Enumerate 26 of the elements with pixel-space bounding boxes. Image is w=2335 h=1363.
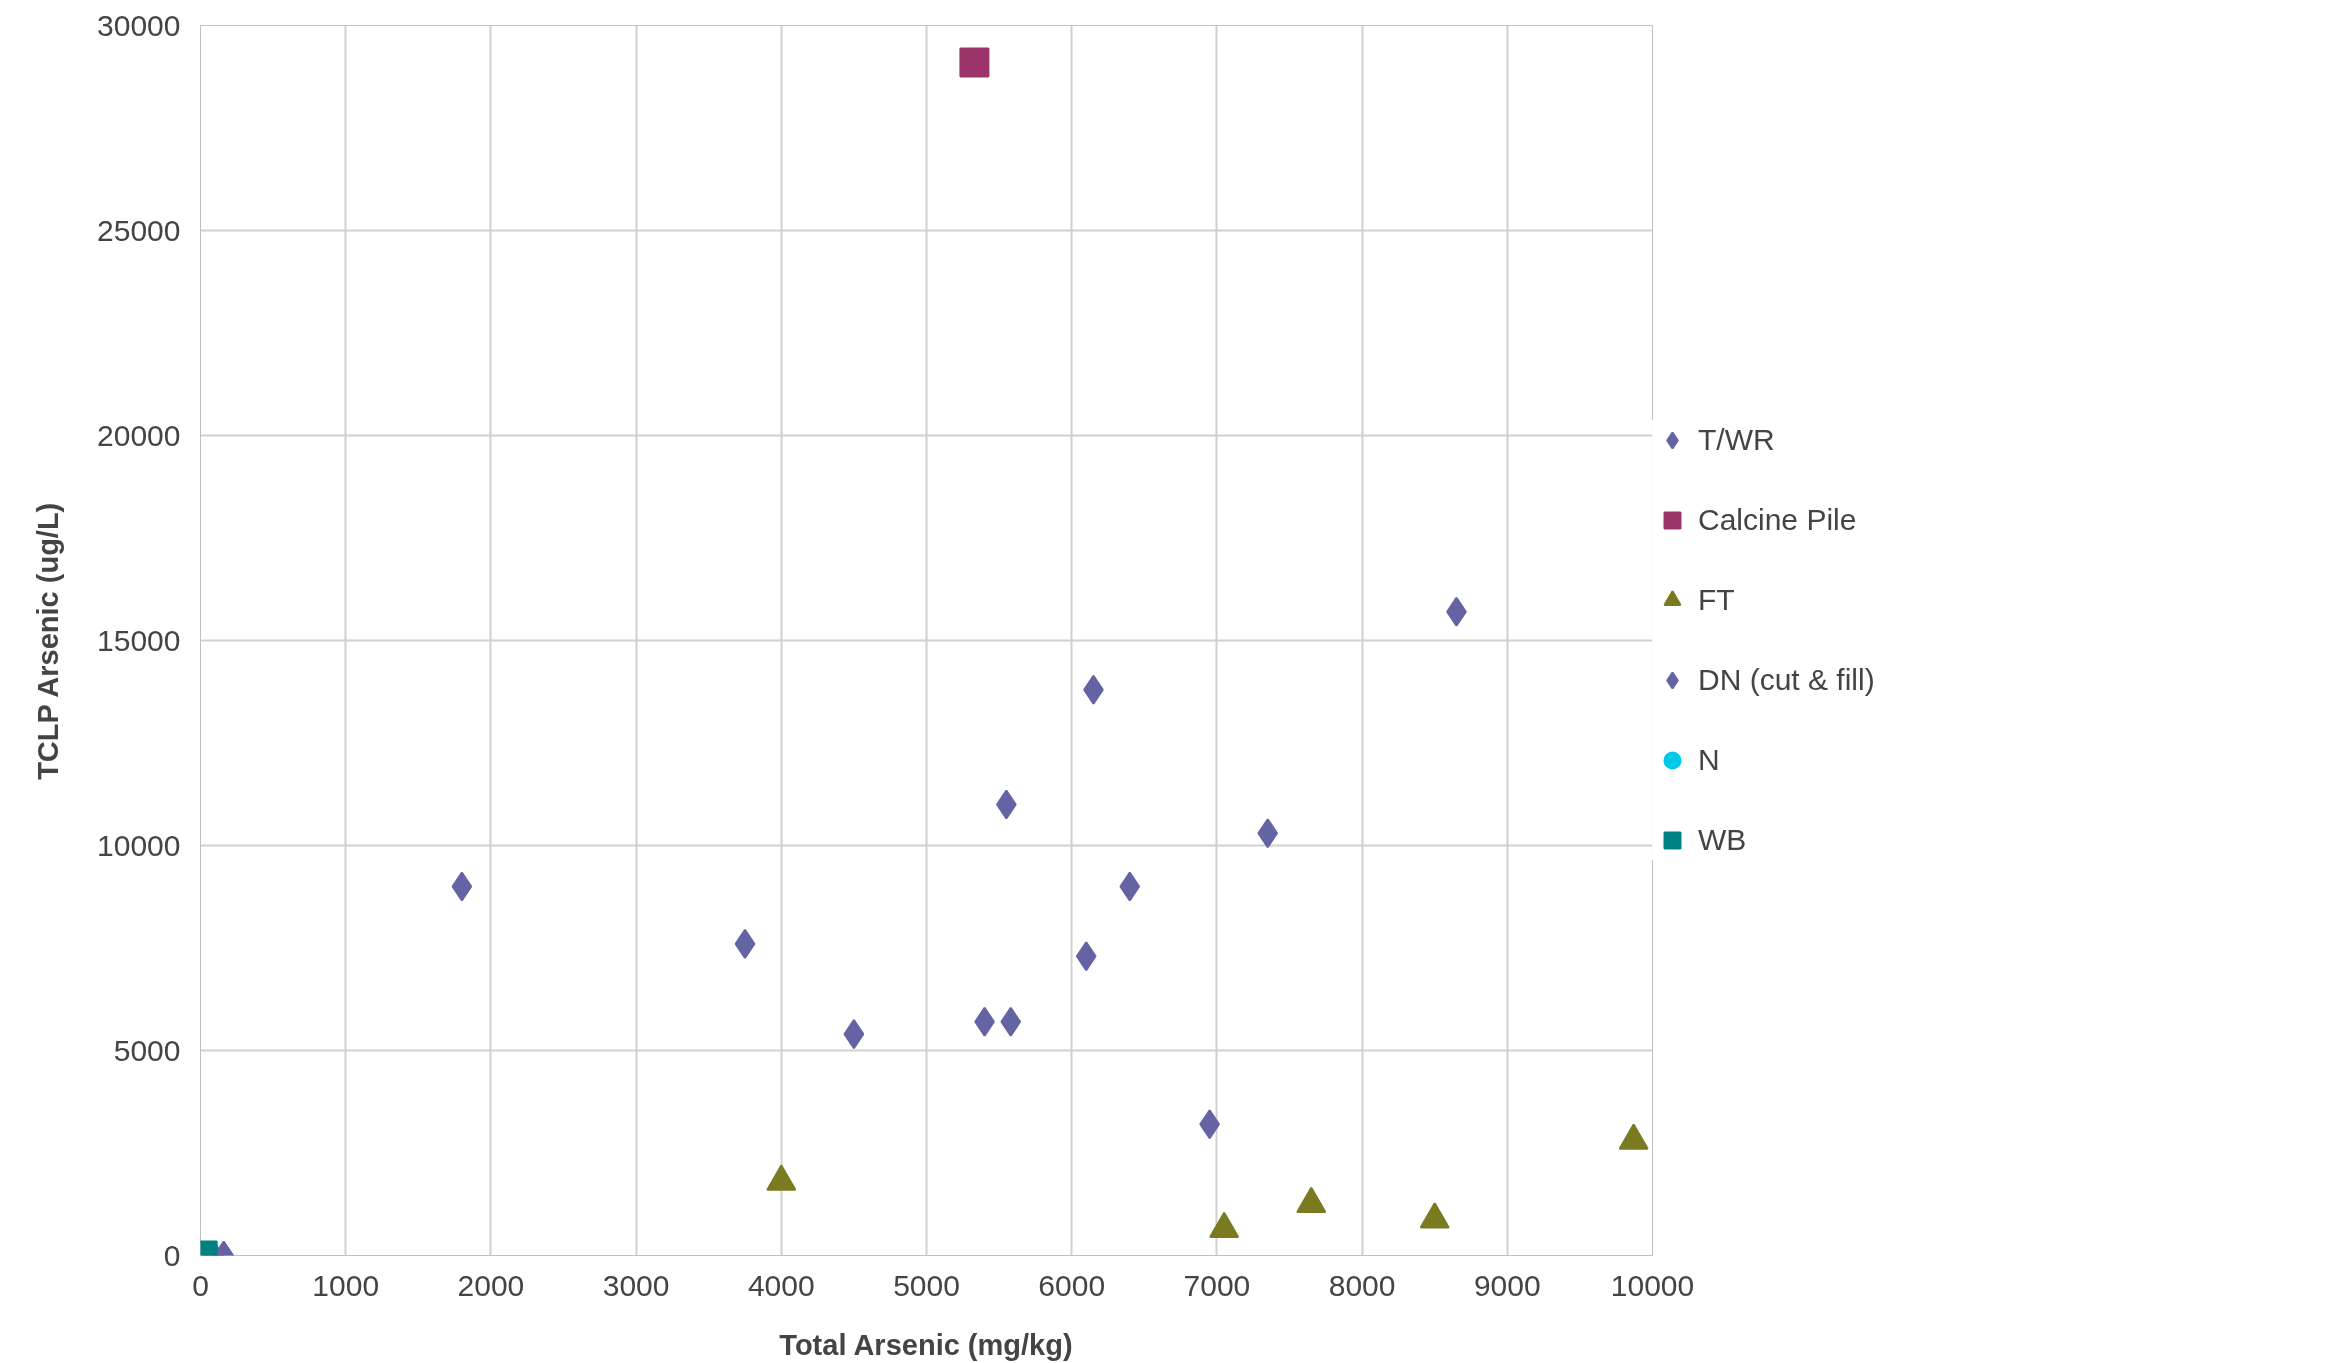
y-tick-label: 30000	[97, 8, 181, 42]
x-tick-label: 10000	[1610, 1268, 1695, 1302]
x-tick-label: 2000	[457, 1268, 525, 1302]
y-tick-label: 0	[163, 1238, 181, 1272]
legend-label: Calcine Pile	[1698, 503, 1857, 537]
y-tick-label: 10000	[97, 828, 181, 862]
y-tick-label: 5000	[113, 1033, 181, 1067]
x-tick-label: 8000	[1328, 1268, 1396, 1302]
x-tick-label: 3000	[602, 1268, 670, 1302]
legend-label: WB	[1698, 823, 1747, 857]
y-axis-title: TCLP Arsenic (ug/L)	[32, 502, 65, 780]
legend-label: DN (cut & fill)	[1698, 663, 1875, 697]
legend-label: N	[1698, 743, 1720, 777]
x-tick-label: 0	[192, 1268, 209, 1302]
x-axis-title: Total Arsenic (mg/kg)	[779, 1328, 1073, 1361]
legend-label: T/WR	[1698, 423, 1775, 457]
x-tick-label: 5000	[893, 1268, 960, 1302]
y-tick-label: 20000	[97, 418, 181, 452]
x-tick-label: 4000	[747, 1268, 815, 1302]
y-tick-label: 15000	[97, 623, 181, 657]
legend-label: FT	[1698, 583, 1735, 617]
x-tick-label: 1000	[312, 1268, 380, 1302]
y-tick-label: 25000	[97, 213, 181, 247]
x-tick-label: 6000	[1038, 1268, 1106, 1302]
x-tick-label: 9000	[1473, 1268, 1541, 1302]
x-tick-label: 7000	[1183, 1268, 1251, 1302]
